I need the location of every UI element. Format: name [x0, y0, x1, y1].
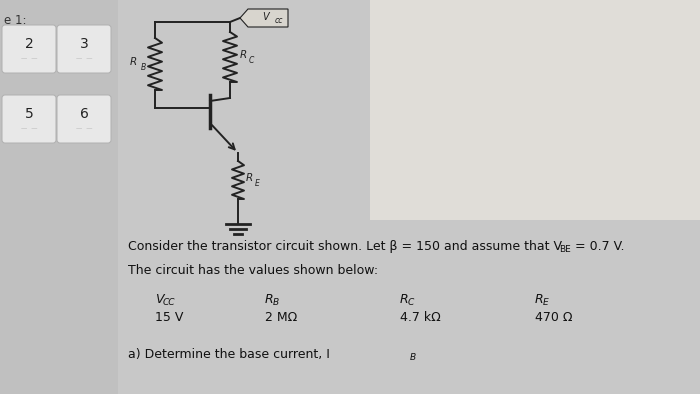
Text: R: R: [130, 57, 136, 67]
Text: 2 MΩ: 2 MΩ: [265, 311, 298, 324]
Text: BE: BE: [559, 245, 570, 254]
Text: 2: 2: [25, 37, 34, 51]
Text: CC: CC: [163, 298, 176, 307]
Text: E: E: [255, 178, 260, 188]
Text: —  —: — —: [21, 56, 37, 61]
Text: = 0.7 V.: = 0.7 V.: [571, 240, 624, 253]
Text: C: C: [249, 56, 254, 65]
Text: 6: 6: [80, 107, 88, 121]
Text: 4.7 kΩ: 4.7 kΩ: [400, 311, 441, 324]
Text: E: E: [543, 298, 549, 307]
Text: B: B: [410, 353, 416, 362]
FancyBboxPatch shape: [0, 0, 118, 394]
Text: The circuit has the values shown below:: The circuit has the values shown below:: [128, 264, 378, 277]
Text: C: C: [408, 298, 414, 307]
Text: 3: 3: [80, 37, 88, 51]
FancyBboxPatch shape: [370, 0, 700, 220]
Text: B: B: [141, 63, 146, 71]
Polygon shape: [240, 9, 288, 27]
Text: 5: 5: [25, 107, 34, 121]
FancyBboxPatch shape: [57, 95, 111, 143]
Text: —  —: — —: [76, 56, 92, 61]
Text: —  —: — —: [21, 126, 37, 131]
Text: 15 V: 15 V: [155, 311, 183, 324]
Text: e 1:: e 1:: [4, 14, 27, 27]
Text: —  —: — —: [76, 126, 92, 131]
Text: cc: cc: [275, 15, 284, 24]
Text: R: R: [535, 293, 544, 306]
Text: 470 Ω: 470 Ω: [535, 311, 573, 324]
Text: V: V: [262, 12, 270, 22]
Text: R: R: [246, 173, 253, 183]
FancyBboxPatch shape: [57, 25, 111, 73]
Text: R: R: [265, 293, 274, 306]
Text: R: R: [240, 50, 247, 60]
Text: B: B: [273, 298, 279, 307]
Text: R: R: [400, 293, 409, 306]
FancyBboxPatch shape: [2, 95, 56, 143]
Text: Consider the transistor circuit shown. Let β = 150 and assume that V: Consider the transistor circuit shown. L…: [128, 240, 562, 253]
Text: V: V: [155, 293, 164, 306]
FancyBboxPatch shape: [2, 25, 56, 73]
Text: a) Determine the base current, I: a) Determine the base current, I: [128, 348, 330, 361]
